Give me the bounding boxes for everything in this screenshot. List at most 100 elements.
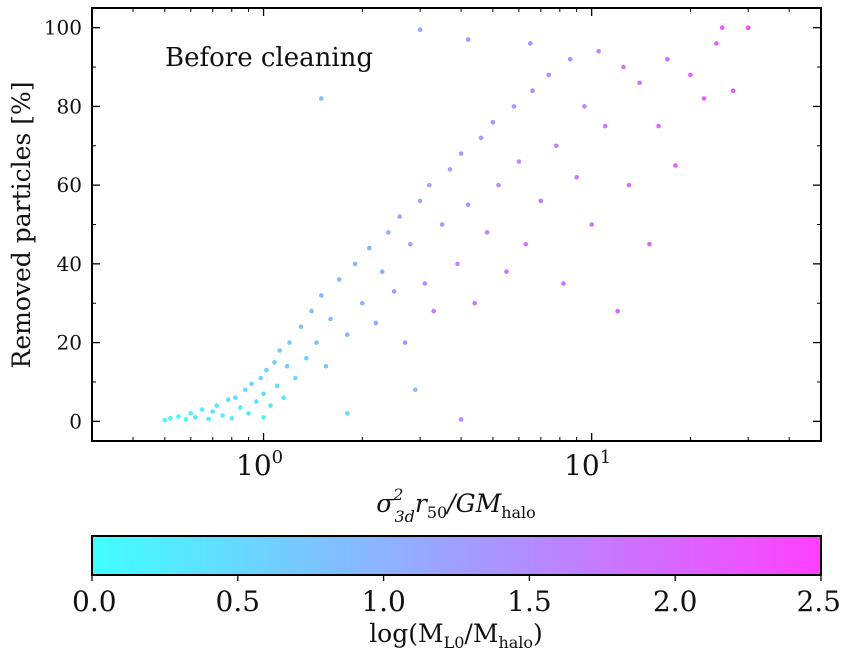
- scatter-point-73: [567, 56, 573, 62]
- scatter-point-49: [408, 241, 413, 247]
- y-axis-ticks: 0 20 40 60 80 100: [44, 16, 821, 433]
- scatter-point-63: [496, 182, 501, 188]
- scatter-point-80: [621, 64, 626, 70]
- y-tick-label-100: 100: [44, 16, 82, 40]
- colorbar-tick-label-0.0: 0.0: [72, 585, 117, 618]
- scatter-point-22: [264, 367, 269, 373]
- cbar-label-sub1: L0: [444, 633, 465, 652]
- scatter-point-41: [360, 300, 365, 306]
- scatter-point-25: [274, 383, 280, 389]
- scatter-point-30: [293, 375, 298, 381]
- colorbar-tick-label-0.5: 0.5: [216, 585, 261, 618]
- cbar-label-sub2: halo: [498, 633, 533, 652]
- x-tick-label-10: 101: [564, 447, 611, 482]
- x-label-sub: 3d: [394, 507, 414, 526]
- scatter-point-46: [391, 289, 397, 294]
- scatter-point-7: [206, 416, 211, 422]
- scatter-point-98: [458, 417, 464, 422]
- scatter-point-78: [602, 123, 608, 129]
- scatter-point-42: [367, 245, 372, 251]
- scatter-point-77: [596, 49, 601, 54]
- scatter-point-39: [345, 332, 350, 338]
- scatter-point-26: [277, 348, 283, 353]
- scatter-point-27: [281, 395, 286, 401]
- scatter-point-8: [210, 409, 215, 414]
- scatter-point-33: [309, 308, 314, 314]
- colorbar-tick-label-2.0: 2.0: [653, 585, 698, 618]
- scatter-points: [162, 25, 751, 423]
- scatter-point-69: [538, 198, 544, 204]
- scatter-point-85: [665, 56, 670, 62]
- scatter-point-10: [220, 413, 225, 418]
- scatter-point-15: [243, 387, 248, 393]
- scatter-point-28: [284, 363, 290, 369]
- colorbar-gradient: [92, 536, 821, 575]
- y-tick-label-40: 40: [57, 252, 82, 276]
- scatter-point-91: [730, 88, 736, 93]
- x-label-tail: /GM: [445, 489, 502, 518]
- scatter-point-93: [417, 27, 423, 32]
- scatter-point-79: [615, 308, 620, 314]
- scatter-point-47: [397, 214, 403, 219]
- cbar-label-close: ): [533, 619, 543, 648]
- scatter-point-66: [516, 159, 522, 164]
- scatter-point-20: [261, 415, 266, 420]
- scatter-point-44: [379, 269, 385, 275]
- y-tick-label-60: 60: [57, 173, 82, 197]
- scatter-point-13: [233, 395, 238, 401]
- scatter-point-94: [465, 37, 471, 42]
- scatter-point-60: [478, 135, 484, 141]
- scatter-point-34: [314, 340, 319, 345]
- y-tick-label-0: 0: [69, 409, 82, 433]
- scatter-point-83: [647, 241, 652, 247]
- scatter-point-24: [272, 360, 277, 365]
- scatter-point-5: [193, 415, 198, 420]
- scatter-point-21: [261, 391, 266, 397]
- scatter-point-23: [268, 403, 273, 408]
- scatter-point-18: [253, 399, 259, 404]
- scatter-point-64: [504, 269, 509, 275]
- scatter-point-50: [417, 198, 423, 204]
- scatter-point-29: [287, 340, 292, 345]
- colorbar-tick-label-1.5: 1.5: [507, 585, 552, 618]
- scatter-point-54: [439, 222, 445, 227]
- scatter-point-11: [225, 397, 231, 403]
- colorbar-tick-label-1.0: 1.0: [361, 585, 406, 618]
- scatter-point-97: [413, 387, 418, 393]
- scatter-point-9: [214, 403, 219, 408]
- y-tick-label-80: 80: [57, 94, 82, 118]
- scatter-point-68: [530, 88, 535, 93]
- x-label-sup: 2: [392, 485, 403, 504]
- scatter-point-70: [546, 72, 552, 78]
- scatter-point-37: [328, 316, 333, 322]
- x-axis-label: σ2 3dr50/GMhalo: [376, 485, 536, 526]
- scatter-point-84: [656, 123, 661, 129]
- scatter-point-4: [188, 411, 194, 416]
- x-label-r-sub: 50: [427, 503, 447, 522]
- scatter-point-45: [386, 230, 391, 235]
- plot-frame: [91, 7, 822, 442]
- scatter-point-55: [447, 167, 453, 172]
- scatter-point-96: [345, 411, 350, 416]
- scatter-point-36: [323, 363, 329, 369]
- scatter-point-61: [484, 230, 490, 235]
- scatter-point-65: [511, 104, 517, 109]
- scatter-point-71: [554, 143, 559, 149]
- scatter-point-19: [258, 375, 264, 381]
- scatter-point-2: [176, 414, 181, 419]
- annotation-before-cleaning: Before cleaning: [165, 43, 373, 73]
- scatter-point-6: [199, 407, 205, 412]
- scatter-point-95: [528, 41, 533, 46]
- scatter-point-56: [455, 261, 460, 267]
- x-label-tail-sub: halo: [501, 503, 536, 522]
- scatter-point-90: [719, 25, 725, 31]
- scatter-point-86: [673, 163, 678, 168]
- x-tick-label-1: 100: [236, 447, 283, 482]
- scatter-point-99: [319, 96, 324, 101]
- colorbar-frame: [91, 535, 822, 576]
- scatter-point-57: [458, 151, 464, 156]
- scatter-point-38: [336, 277, 342, 282]
- scatter-point-58: [465, 202, 471, 208]
- y-axis-label: Removed particles [%]: [7, 82, 36, 369]
- x-axis-ticks: 100 101: [91, 8, 790, 482]
